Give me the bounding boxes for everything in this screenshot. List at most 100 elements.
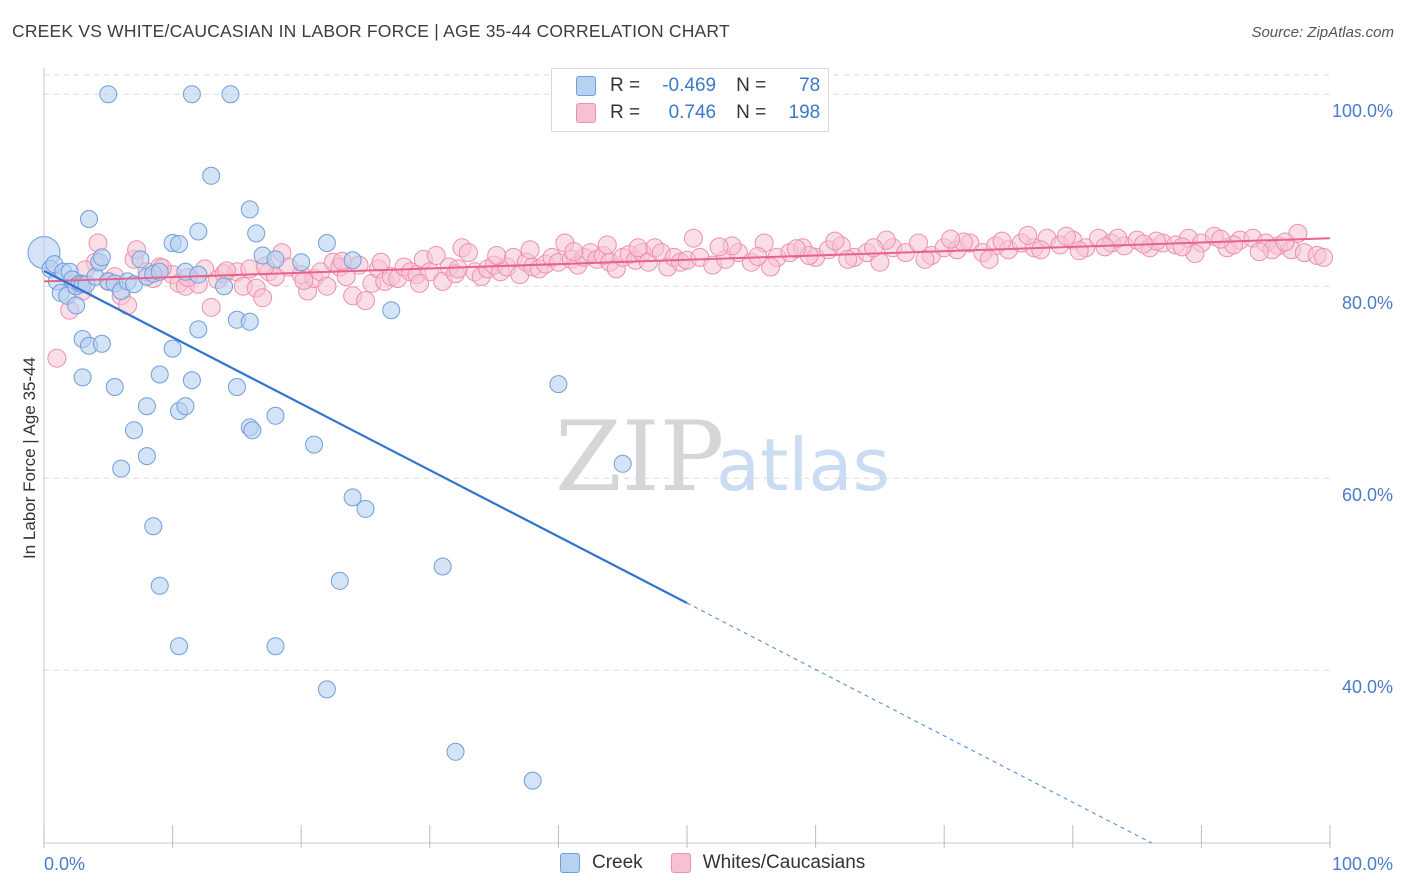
white-point [941,229,961,249]
white-point [915,249,935,269]
creek-point [317,680,336,699]
creek-point [150,262,169,281]
creek-point [446,742,465,761]
creek-point [137,397,156,416]
creek-point [163,339,182,358]
white-point [426,245,446,265]
creek-swatch-icon [560,853,580,873]
y-axis-label: In Labor Force | Age 35-44 [20,357,39,559]
creek-point [170,637,189,656]
creek-point [112,459,131,478]
legend-r-label: R = [610,102,641,123]
creek-point [266,250,285,269]
white-trend-line [43,237,1331,283]
white-point [47,348,67,368]
creek-point [170,234,189,253]
creek-point [176,397,195,416]
x-tick-label: 100.0% [1332,854,1393,874]
source-label: Source: ZipAtlas.com [1251,24,1394,41]
creek-point [189,265,208,284]
creek-point [80,210,99,228]
creek-point [202,166,221,185]
creek-swatch-icon [576,76,596,96]
y-tick-label: 80.0% [1342,293,1393,313]
creek-point [305,435,324,454]
creek-point [356,499,375,518]
chart-title: CREEK VS WHITE/CAUCASIAN IN LABOR FORCE … [12,21,730,41]
creek-point [549,375,568,394]
white-point [201,297,221,317]
legend-n-label: N = [736,75,767,96]
legend-r-value: -0.469 [662,75,717,96]
white-point [448,259,468,279]
white-swatch-icon [670,853,691,873]
creek-point [99,85,118,104]
white-point [520,240,540,260]
white-swatch-icon [576,103,596,123]
white-point [597,235,617,255]
creek-point [221,85,240,104]
creek-point [144,517,163,536]
white-point [863,238,883,258]
creek-point [189,320,208,339]
creek-point [227,378,246,396]
white-point [1031,240,1051,260]
white-point [487,245,507,265]
legend-n-value: 198 [788,102,821,123]
creek-point [317,234,336,252]
white-point [1211,229,1231,249]
white-point [1172,237,1192,257]
white-point [253,288,273,308]
legend-row-white: R = 0.746 N = 198 [576,102,820,124]
creek-point [240,312,259,331]
white-point [683,228,703,248]
legend-r-value: 0.746 [668,102,717,123]
creek-point [125,421,144,440]
creek-point [182,371,201,390]
creek-point [247,224,266,243]
white-point [458,243,478,263]
white-point [838,249,858,269]
creek-point [243,421,262,440]
white-point [1314,247,1334,267]
legend-row-creek: R = -0.469 N = 78 [576,75,820,97]
white-point [217,261,237,281]
creek-point [182,85,201,104]
creek-point [92,248,111,267]
legend-n-label: N = [736,102,767,123]
creek-point [150,365,169,384]
x-tick-label: 0.0% [44,854,85,874]
white-point [825,231,845,251]
legend-box: R = -0.469 N = 78 R = 0.746 N = 198 [551,68,829,132]
creek-point [105,378,124,396]
white-point [786,239,806,259]
creek-point [523,771,542,790]
white-point [992,231,1012,251]
white-point [979,249,999,269]
creek-point [433,557,452,576]
creek-point [613,454,632,473]
white-point [317,276,337,296]
creek-trend-extension [686,602,1152,844]
creek-trend-line [43,269,688,604]
creek-point [382,301,401,320]
white-point [1069,241,1089,261]
creek-point [343,251,362,270]
creek-point [67,296,86,315]
white-point [1275,232,1295,252]
white-point [1056,226,1076,246]
legend-n-value: 78 [799,75,821,96]
creek-point [240,200,259,219]
white-point [1249,242,1269,262]
white-point [294,270,314,290]
creek-point [150,576,169,595]
bottom-legend-creek: Creek [592,852,643,873]
white-point [628,238,648,258]
creek-point [266,637,285,656]
white-point [564,242,584,262]
y-tick-label: 100.0% [1332,101,1393,121]
creek-point [131,250,150,269]
creek-points [27,85,632,790]
creek-point [92,334,111,353]
